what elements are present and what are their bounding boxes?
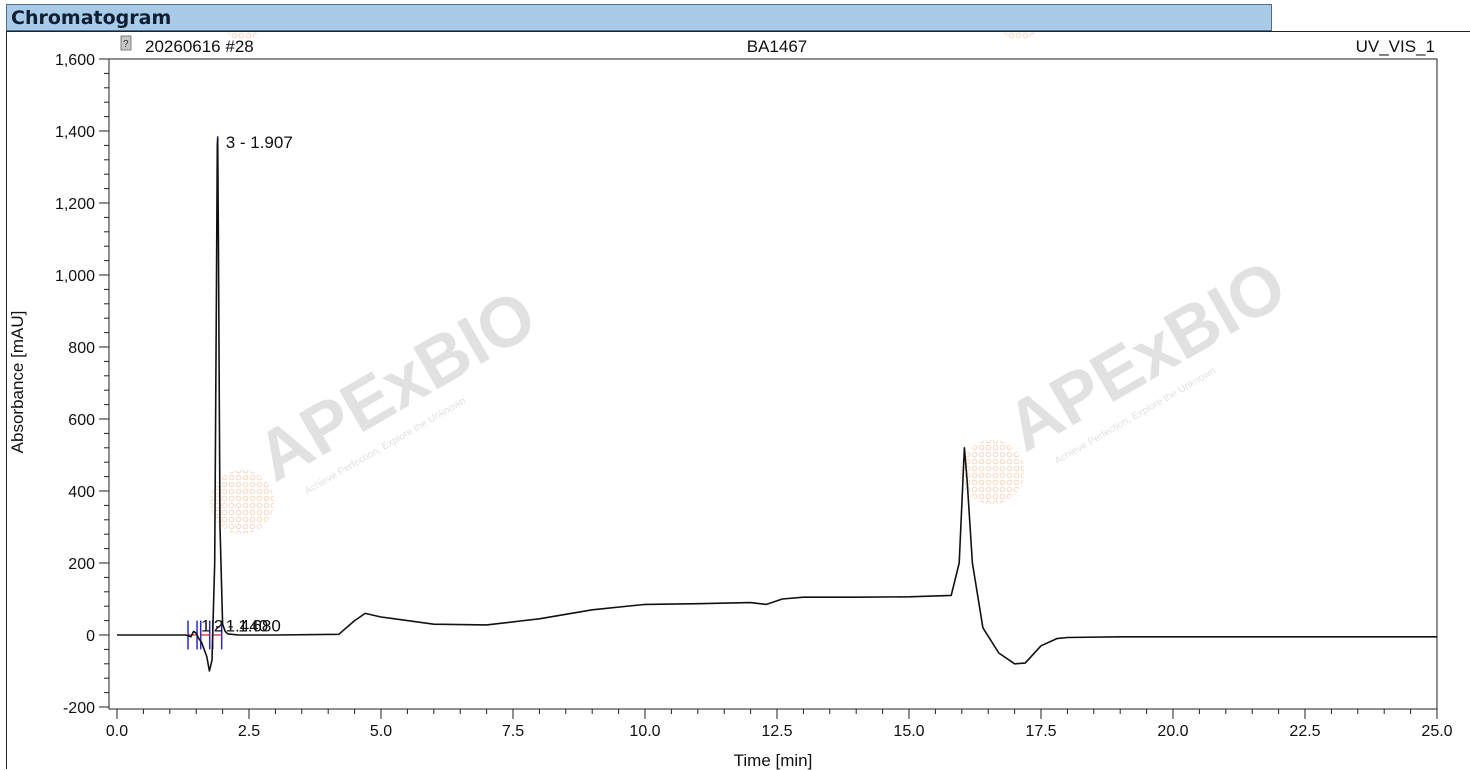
x-tick-label: 17.5: [1025, 723, 1056, 740]
watermark-brand: APExBIO: [243, 275, 548, 496]
x-tick-label: 22.5: [1289, 723, 1320, 740]
y-tick-label: 1,600: [55, 52, 95, 69]
y-tick-label: 1,400: [55, 124, 95, 141]
peak-label: 2 - 1.680: [214, 616, 281, 635]
watermark-brand: APExBIO: [993, 245, 1298, 466]
sample-id: 20260616 #28: [145, 37, 254, 56]
x-tick-label: 2.5: [238, 723, 260, 740]
y-axis: -200 0 200 400 600 800 1,000 1,200 1,400 1,600: [55, 52, 109, 717]
y-axis-label: Absorbance [mAU]: [8, 311, 27, 454]
x-tick-label: 15.0: [893, 723, 924, 740]
x-tick-label: 0.0: [106, 723, 128, 740]
sample-status-glyph: ?: [123, 39, 129, 50]
x-tick-label: 25.0: [1421, 723, 1452, 740]
x-axis: 0.0 2.5 5.0 7.5 10.0 12.5 15.0 17.5 20.0 22.5 25.0: [106, 708, 1453, 740]
chromatogram-chart: APExBIO Achieve Perfection, Explore the …: [8, 32, 1453, 770]
chart-header: ? 20260616 #28 BA1467 UV_VIS_1: [120, 35, 1435, 56]
watermark: APExBIO Achieve Perfection, Explore the …: [210, 32, 1299, 534]
y-tick-label: 400: [68, 484, 95, 501]
y-tick-label: 1,000: [55, 268, 95, 285]
chromatogram-trace: [117, 137, 1437, 672]
plot-area: [108, 58, 1438, 710]
y-tick-label: 600: [68, 412, 95, 429]
y-tick-label: 800: [68, 340, 95, 357]
compound-id: BA1467: [747, 37, 808, 56]
watermark-logo-icon: [1002, 32, 1036, 40]
peak-label: 1 - 1.440: [201, 616, 268, 635]
window-title: Chromatogram: [11, 7, 172, 29]
peak-label: 3 - 1.907: [226, 133, 293, 152]
x-tick-label: 12.5: [761, 723, 792, 740]
x-tick-label: 10.0: [629, 723, 660, 740]
channel-name: UV_VIS_1: [1356, 37, 1435, 56]
chart-frame: APExBIO Achieve Perfection, Explore the …: [6, 31, 1470, 770]
x-tick-label: 5.0: [370, 723, 392, 740]
x-tick-label: 20.0: [1157, 723, 1188, 740]
sample-status-icon: [120, 35, 132, 51]
x-axis-label: Time [min]: [734, 751, 813, 770]
y-tick-label: 0: [86, 628, 95, 645]
chromatogram-title-bar: Chromatogram: [6, 4, 1272, 31]
y-tick-label: -200: [63, 700, 95, 717]
x-tick-label: 7.5: [502, 723, 524, 740]
watermark-logo-icon: [960, 440, 1024, 504]
watermark-logo-icon: [210, 470, 274, 534]
y-tick-label: 200: [68, 556, 95, 573]
watermark-logo-icon: [226, 32, 260, 40]
y-tick-label: 1,200: [55, 196, 95, 213]
